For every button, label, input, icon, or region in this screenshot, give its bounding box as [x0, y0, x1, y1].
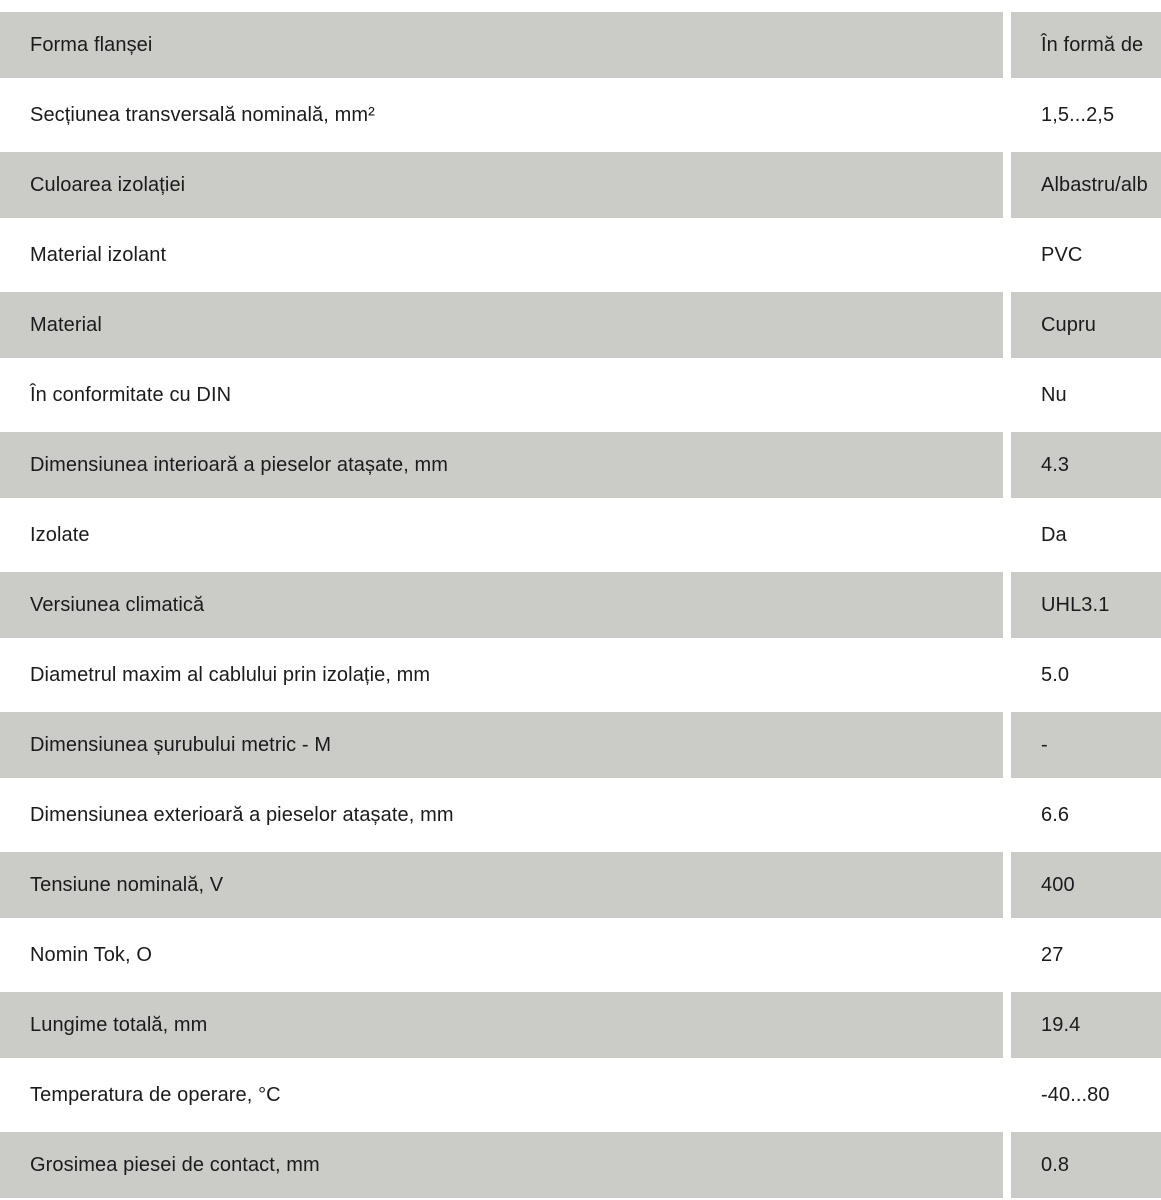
spec-label: Grosimea piesei de contact, mm [0, 1132, 1003, 1198]
table-row: Material Cupru [0, 290, 1161, 360]
column-gap [1003, 640, 1011, 710]
column-gap [1003, 432, 1011, 498]
column-gap [1003, 572, 1011, 638]
spec-value: -40...80 [1011, 1060, 1161, 1130]
table-row: Forma flanșei În formă de [0, 10, 1161, 80]
table-row: Dimensiunea interioară a pieselor atașat… [0, 430, 1161, 500]
spec-label: Dimensiunea șurubului metric - M [0, 712, 1003, 778]
spec-label: Culoarea izolației [0, 152, 1003, 218]
table-row: Dimensiunea exterioară a pieselor atașat… [0, 780, 1161, 850]
spec-value: În formă de [1011, 12, 1161, 78]
spec-value: 6.6 [1011, 780, 1161, 850]
column-gap [1003, 220, 1011, 290]
table-row: Lungime totală, mm 19.4 [0, 990, 1161, 1060]
column-gap [1003, 1132, 1011, 1198]
column-gap [1003, 852, 1011, 918]
table-row: Grosimea piesei de contact, mm 0.8 [0, 1130, 1161, 1200]
spec-value: 4.3 [1011, 432, 1161, 498]
spec-label: Versiunea climatică [0, 572, 1003, 638]
column-gap [1003, 152, 1011, 218]
spec-label: Diametrul maxim al cablului prin izolați… [0, 640, 1003, 710]
table-row: Izolate Da [0, 500, 1161, 570]
spec-value: 400 [1011, 852, 1161, 918]
column-gap [1003, 12, 1011, 78]
table-row: Tensiune nominală, V 400 [0, 850, 1161, 920]
spec-label: Forma flanșei [0, 12, 1003, 78]
column-gap [1003, 780, 1011, 850]
table-row: Nomin Tok, O 27 [0, 920, 1161, 990]
column-gap [1003, 1060, 1011, 1130]
spec-value: Da [1011, 500, 1161, 570]
spec-value: 5.0 [1011, 640, 1161, 710]
spec-value: 1,5...2,5 [1011, 80, 1161, 150]
column-gap [1003, 292, 1011, 358]
spec-label: Nomin Tok, O [0, 920, 1003, 990]
spec-value: 19.4 [1011, 992, 1161, 1058]
table-row: Dimensiunea șurubului metric - M - [0, 710, 1161, 780]
spec-value: Nu [1011, 360, 1161, 430]
spec-value: Cupru [1011, 292, 1161, 358]
spec-label: Dimensiunea exterioară a pieselor atașat… [0, 780, 1003, 850]
table-row: Culoarea izolației Albastru/alb [0, 150, 1161, 220]
column-gap [1003, 80, 1011, 150]
table-row: Versiunea climatică UHL3.1 [0, 570, 1161, 640]
spec-label: Tensiune nominală, V [0, 852, 1003, 918]
spec-value: Albastru/alb [1011, 152, 1161, 218]
column-gap [1003, 500, 1011, 570]
spec-value: - [1011, 712, 1161, 778]
spec-label: Material [0, 292, 1003, 358]
spec-value: UHL3.1 [1011, 572, 1161, 638]
spec-label: În conformitate cu DIN [0, 360, 1003, 430]
column-gap [1003, 712, 1011, 778]
spec-label: Secțiunea transversală nominală, mm² [0, 80, 1003, 150]
spec-value: PVC [1011, 220, 1161, 290]
table-row: Secțiunea transversală nominală, mm² 1,5… [0, 80, 1161, 150]
spec-label: Material izolant [0, 220, 1003, 290]
spec-label: Izolate [0, 500, 1003, 570]
column-gap [1003, 360, 1011, 430]
spec-label: Dimensiunea interioară a pieselor atașat… [0, 432, 1003, 498]
spec-label: Lungime totală, mm [0, 992, 1003, 1058]
column-gap [1003, 992, 1011, 1058]
column-gap [1003, 920, 1011, 990]
table-row: Material izolant PVC [0, 220, 1161, 290]
table-row: Diametrul maxim al cablului prin izolați… [0, 640, 1161, 710]
table-row: Temperatura de operare, °C -40...80 [0, 1060, 1161, 1130]
spec-value: 27 [1011, 920, 1161, 990]
spec-label: Temperatura de operare, °C [0, 1060, 1003, 1130]
spec-value: 0.8 [1011, 1132, 1161, 1198]
table-row: În conformitate cu DIN Nu [0, 360, 1161, 430]
